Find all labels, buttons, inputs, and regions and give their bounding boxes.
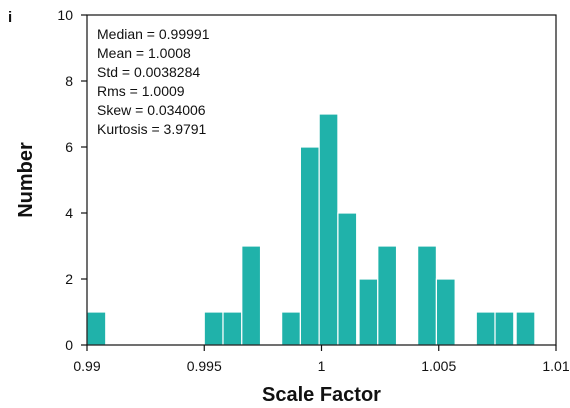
bars-group (86, 113, 536, 346)
x-tick-label: 1.01 (542, 358, 569, 374)
x-tick-label: 1.005 (421, 358, 456, 374)
y-tick-label: 0 (65, 337, 73, 353)
y-tick-label: 8 (65, 73, 73, 89)
histogram-bar-9 (377, 245, 398, 346)
x-axis-title: Scale Factor (262, 384, 381, 406)
y-tick-label: 4 (65, 205, 73, 221)
histogram-bar-8 (358, 278, 379, 346)
x-tick-label: 1 (318, 358, 326, 374)
y-tick-label: 6 (65, 139, 73, 155)
stat-line: Skew = 0.034006 (97, 102, 206, 118)
histogram-bar-14 (515, 311, 536, 346)
histogram-bar-7 (337, 212, 358, 346)
y-tick-label: 10 (57, 7, 73, 23)
stat-line: Median = 0.99991 (97, 26, 210, 42)
histogram-bar-2 (222, 311, 243, 346)
histogram-bar-1 (203, 311, 224, 346)
x-tick-label: 0.99 (73, 358, 100, 374)
stat-line: Std = 0.0038284 (97, 64, 200, 80)
stats-box: Median = 0.99991 Mean = 1.0008 Std = 0.003… (97, 26, 210, 137)
y-tick-label: 2 (65, 271, 73, 287)
y-axis-title: Number (15, 142, 37, 218)
stat-line: Rms = 1.0009 (97, 83, 185, 99)
histogram-bar-10 (417, 245, 438, 346)
x-tick-label: 0.995 (187, 358, 222, 374)
histogram-bar-12 (475, 311, 496, 346)
stat-line: Mean = 1.0008 (97, 45, 191, 61)
histogram-bar-3 (241, 245, 262, 346)
histogram-bar-4 (281, 311, 301, 346)
histogram-bar-6 (318, 113, 339, 346)
stat-line: Kurtosis = 3.9791 (97, 121, 207, 137)
histogram-bar-5 (299, 146, 320, 346)
histogram-bar-13 (494, 311, 515, 346)
panel-label: i (8, 9, 12, 26)
y-axis-ticks: 0 2 4 6 8 10 (57, 7, 87, 353)
x-axis-ticks: 0.99 0.995 1 1.005 1.01 (73, 345, 570, 374)
histogram-bar-0 (86, 311, 107, 346)
histogram-bar-11 (435, 278, 456, 346)
